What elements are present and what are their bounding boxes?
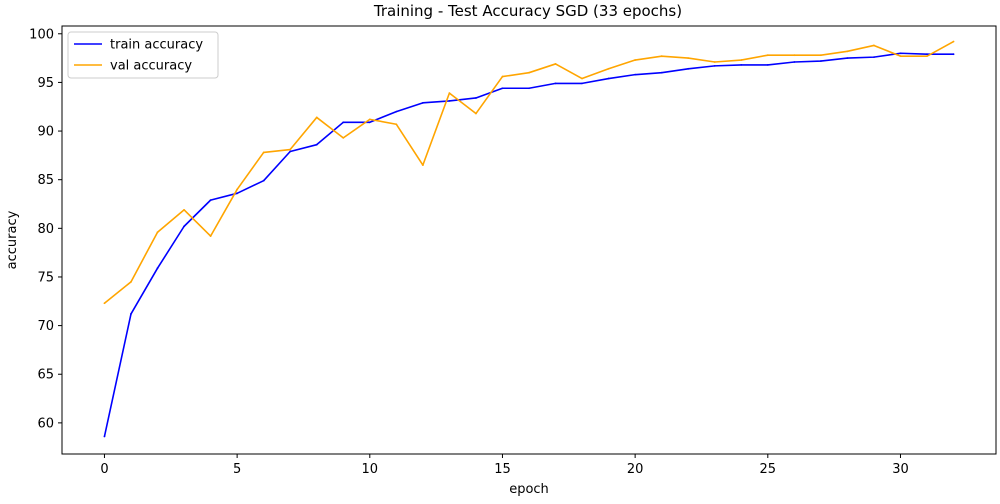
data-point-1-29 [873,44,875,47]
data-point-0-8 [315,143,318,146]
data-point-0-10 [368,121,371,124]
data-point-0-28 [846,57,849,59]
data-point-0-23 [713,64,716,67]
data-point-1-23 [713,61,716,63]
data-point-0-1 [130,313,132,315]
x-tick-label-5: 25 [760,462,777,477]
data-point-1-28 [846,50,849,53]
y-tick-label-7: 95 [37,76,54,91]
data-point-1-3 [183,208,185,211]
legend-label-1: val accuracy [110,59,192,74]
data-point-1-26 [793,54,796,57]
data-point-1-22 [687,57,690,59]
data-point-0-18 [581,82,583,85]
data-point-1-0 [103,302,106,305]
data-point-1-27 [819,54,822,57]
data-point-1-2 [156,231,159,234]
y-tick-label-2: 70 [37,319,54,334]
data-point-0-2 [156,267,159,270]
data-point-1-32 [952,40,955,43]
y-tick-label-5: 85 [37,173,54,188]
y-tick-label-6: 90 [37,125,54,140]
data-point-1-10 [368,118,371,121]
x-tick-label-2: 10 [362,462,379,477]
y-tick-label-8: 100 [29,27,54,42]
data-point-0-29 [873,56,875,59]
x-axis: 0 5 10 15 20 25 30 [100,454,909,477]
x-tick-label-6: 30 [892,462,909,477]
y-tick-label-3: 75 [37,270,54,285]
data-point-0-11 [395,110,398,113]
data-point-0-4 [209,199,212,202]
data-point-1-5 [236,188,239,191]
data-point-0-13 [448,100,451,102]
data-point-1-15 [501,75,504,78]
y-tick-label-4: 80 [37,222,54,237]
data-point-0-31 [926,53,928,56]
data-point-0-25 [766,64,769,66]
data-point-0-17 [554,82,557,85]
data-point-0-22 [687,67,690,70]
data-point-0-7 [289,150,292,153]
data-point-0-21 [660,71,663,74]
x-tick-label-4: 20 [627,462,644,477]
data-point-0-9 [342,121,345,124]
data-point-1-11 [395,123,398,126]
data-point-1-16 [528,71,530,74]
data-point-1-24 [740,59,743,61]
data-point-0-5 [236,192,239,195]
data-point-0-14 [475,97,477,99]
data-point-0-0 [103,435,106,438]
data-point-1-31 [926,55,928,58]
data-point-1-7 [289,148,292,151]
chart-title: Training - Test Accuracy SGD (33 epochs) [373,2,682,20]
x-tick-label-3: 15 [494,462,511,477]
data-point-0-30 [899,52,902,55]
data-point-1-20 [634,59,637,61]
series-line-1 [103,40,954,304]
y-tick-label-1: 65 [37,368,54,383]
data-point-1-18 [581,77,583,80]
data-point-1-1 [130,280,132,283]
x-tick-label-1: 5 [233,462,241,477]
y-axis: 60 65 70 75 80 85 90 95 100 [29,27,62,431]
data-point-1-12 [421,164,424,167]
series-line-0 [103,52,954,437]
data-point-0-26 [793,61,796,63]
data-point-1-30 [899,55,902,58]
data-point-0-19 [607,77,610,80]
data-point-1-8 [315,116,318,119]
data-point-1-14 [475,112,477,115]
x-tick-label-0: 0 [100,462,108,477]
data-point-0-3 [183,225,185,228]
data-point-0-20 [634,73,637,76]
plot-frame [61,25,997,455]
y-tick-label-0: 60 [37,416,54,431]
data-point-1-6 [262,151,265,154]
data-point-1-17 [554,63,557,65]
data-point-1-21 [660,55,663,58]
data-point-0-32 [952,53,955,56]
legend-label-0: train accuracy [110,38,203,53]
data-point-0-24 [740,64,743,66]
plot-area [103,40,955,438]
data-point-0-15 [501,87,504,90]
data-point-1-4 [209,235,212,238]
legend: train accuracy val accuracy [67,31,219,79]
y-axis-label: accuracy [5,210,20,269]
data-point-0-27 [819,60,822,62]
x-axis-label: epoch [509,482,549,497]
data-point-0-6 [262,179,265,182]
data-point-1-19 [607,67,610,70]
data-point-1-13 [448,92,451,95]
data-point-0-12 [421,101,424,104]
data-point-1-9 [342,136,345,139]
data-point-1-25 [766,54,769,57]
data-point-0-16 [528,87,530,90]
legend-box [67,31,219,79]
